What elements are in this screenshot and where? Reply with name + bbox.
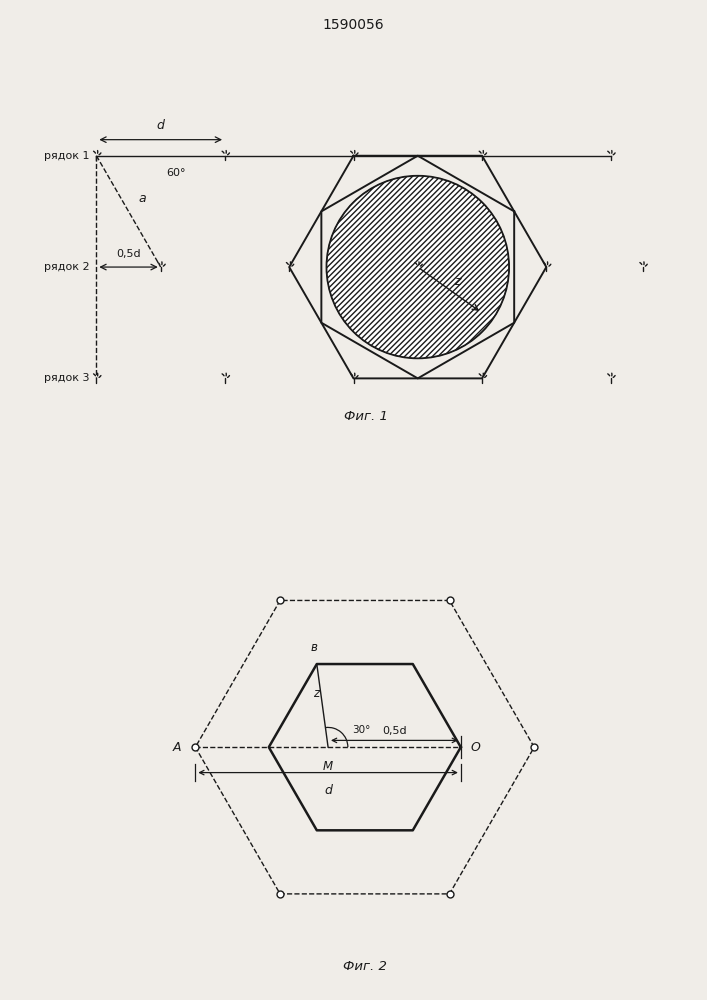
Text: рядок 3: рядок 3 (45, 373, 90, 383)
Text: z: z (455, 275, 461, 288)
Text: a: a (138, 192, 146, 205)
Text: 0,5d: 0,5d (116, 249, 141, 259)
Text: d: d (157, 119, 165, 132)
Text: в: в (310, 641, 317, 654)
Text: 60°: 60° (166, 168, 185, 178)
Circle shape (327, 176, 509, 358)
Text: 0,5d: 0,5d (382, 726, 407, 736)
Text: M: M (323, 760, 333, 773)
Text: z: z (313, 687, 320, 700)
Text: рядок 2: рядок 2 (45, 262, 90, 272)
Text: A: A (173, 741, 181, 754)
Text: рядок 1: рядок 1 (45, 151, 90, 161)
Text: Фиг. 1: Фиг. 1 (344, 410, 388, 423)
Text: Фиг. 2: Фиг. 2 (343, 960, 387, 973)
Text: d: d (324, 784, 332, 797)
Text: O: O (471, 741, 481, 754)
Text: 1590056: 1590056 (322, 18, 385, 32)
Text: 30°: 30° (352, 725, 370, 735)
